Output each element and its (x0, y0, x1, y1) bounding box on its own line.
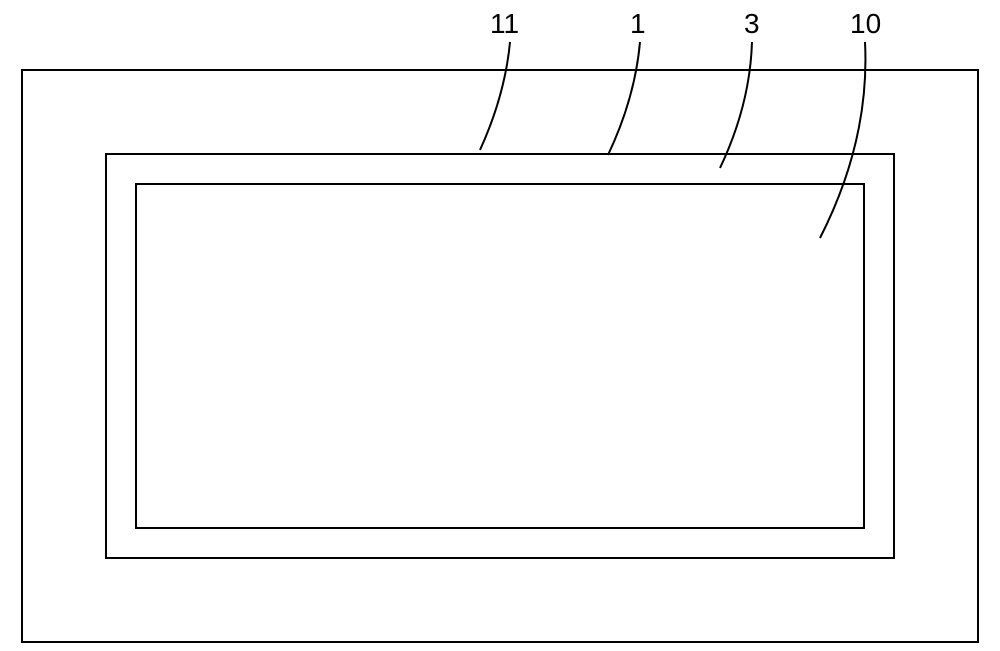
leader-line-3 (720, 42, 752, 168)
leader-line-1 (608, 42, 640, 155)
leader-line-10 (820, 42, 865, 238)
middle-rectangle (106, 154, 894, 558)
inner-rectangle (136, 184, 864, 528)
outer-rectangle (22, 70, 978, 642)
reference-label-3: 3 (744, 8, 760, 40)
technical-diagram-svg (0, 0, 1000, 646)
diagram-container: 11 1 3 10 (0, 0, 1000, 646)
reference-label-11: 11 (490, 8, 519, 40)
reference-label-10: 10 (850, 8, 881, 40)
leader-line-11 (480, 42, 510, 150)
reference-label-1: 1 (630, 8, 646, 40)
